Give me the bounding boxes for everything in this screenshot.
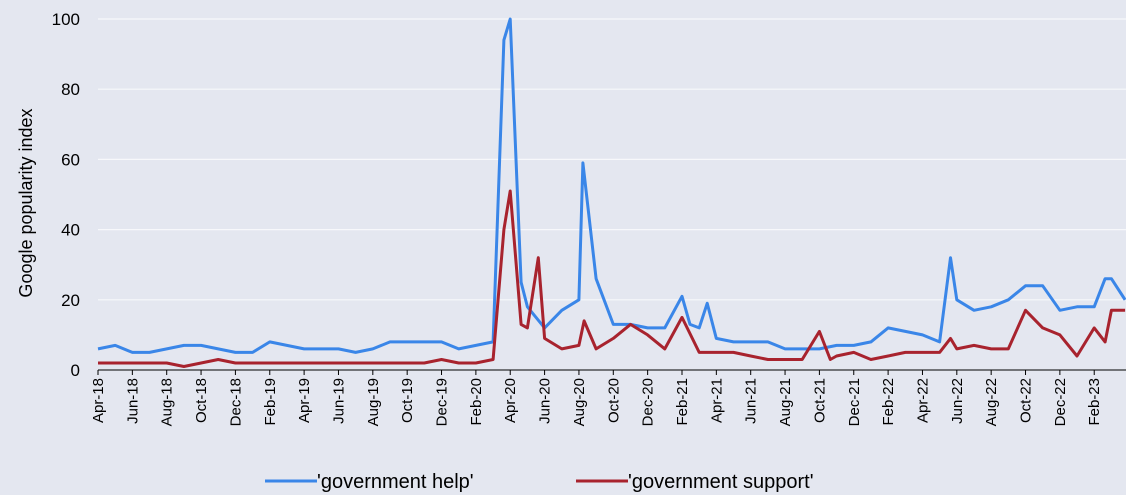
- x-tick-label: Dec-20: [640, 378, 657, 426]
- x-tick-label: Feb-21: [674, 378, 691, 426]
- series-line-1: [97, 17, 1126, 354]
- y-tick-label: 0: [71, 361, 80, 380]
- y-tick-label: 20: [61, 291, 80, 310]
- x-tick-label: Jun-19: [330, 378, 347, 424]
- x-tick-label: Dec-19: [434, 378, 451, 426]
- x-tick-label: Feb-20: [468, 378, 485, 426]
- legend-label-2: 'government support': [628, 471, 814, 493]
- x-tick-label: Dec-21: [846, 378, 863, 426]
- x-tick-label: Apr-22: [914, 378, 931, 423]
- x-tick-label: Oct-18: [193, 378, 210, 423]
- x-tick-label: Jun-20: [537, 378, 554, 424]
- x-tick-label: Apr-19: [296, 378, 313, 423]
- y-tick-label: 80: [61, 80, 80, 99]
- x-tick-label: Apr-18: [90, 378, 107, 423]
- x-tick-label: Oct-20: [605, 378, 622, 423]
- y-axis-ticks: 0 20 40 60 80 100: [52, 10, 80, 380]
- x-tick-label: Jun-21: [743, 378, 760, 424]
- x-tick-label: Dec-18: [227, 378, 244, 426]
- x-tick-label: Aug-19: [365, 378, 382, 426]
- series-line-2: [98, 189, 1126, 368]
- y-tick-label: 100: [52, 10, 80, 29]
- x-tick-label: Oct-19: [399, 378, 416, 423]
- series-lines: [97, 17, 1126, 368]
- x-tick-label: Apr-20: [502, 378, 519, 423]
- y-axis-label: Google popularity index: [16, 108, 36, 297]
- x-tick-label: Apr-21: [708, 378, 725, 423]
- y-tick-label: 60: [61, 150, 80, 169]
- y-tick-label: 40: [61, 221, 80, 240]
- x-tick-label: Feb-19: [262, 378, 279, 426]
- legend: 'government help' 'government support': [265, 471, 814, 493]
- x-tick-label: Aug-21: [777, 378, 794, 426]
- x-tick-label: Oct-21: [811, 378, 828, 423]
- x-tick-label: Jun-18: [124, 378, 141, 424]
- x-tick-label: Aug-18: [159, 378, 176, 426]
- x-axis-ticks: Apr-18 Jun-18 Aug-18 Oct-18 Dec-18 Feb-19 Apr-…: [90, 370, 1103, 426]
- x-tick-label: Oct-22: [1018, 378, 1035, 423]
- x-tick-label: Feb-23: [1086, 378, 1103, 426]
- gridlines: [98, 18, 1126, 301]
- x-tick-label: Feb-22: [880, 378, 897, 426]
- x-tick-label: Aug-22: [983, 378, 1000, 426]
- x-tick-label: Jun-22: [949, 378, 966, 424]
- x-tick-label: Dec-22: [1052, 378, 1069, 426]
- x-tick-label: Aug-20: [571, 378, 588, 426]
- legend-label-1: 'government help': [317, 471, 474, 493]
